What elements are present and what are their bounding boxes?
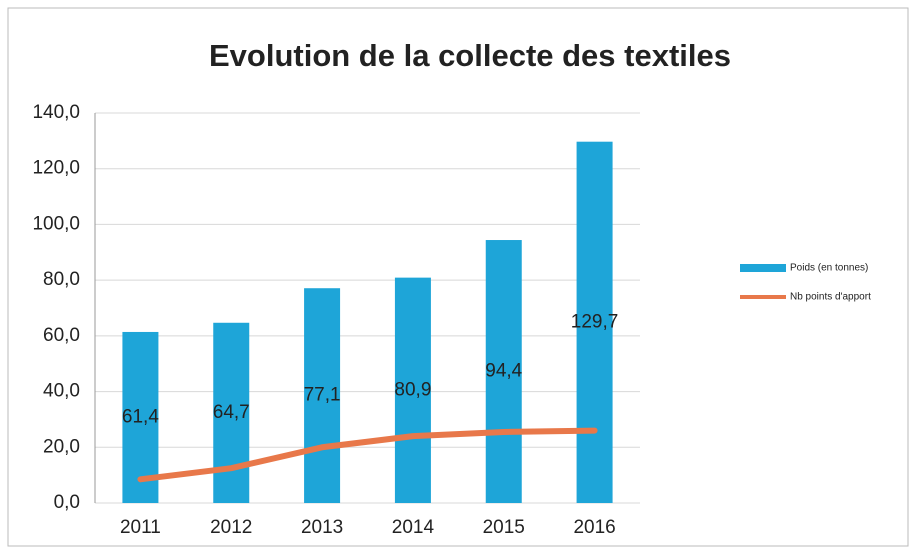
- y-tick-label: 40,0: [43, 381, 80, 402]
- bar: [304, 288, 341, 503]
- x-tick-label: 2014: [392, 517, 435, 538]
- x-tick-label: 2015: [483, 517, 525, 538]
- legend-label: Nb points d'apport: [790, 292, 871, 303]
- y-tick-label: 120,0: [32, 158, 80, 179]
- data-label: 61,4: [122, 406, 159, 427]
- y-tick-label: 20,0: [43, 436, 80, 457]
- bar: [485, 240, 522, 503]
- data-label: 77,1: [304, 385, 341, 406]
- x-tick-label: 2016: [573, 517, 615, 538]
- legend-swatch: [740, 264, 786, 272]
- data-label: 64,7: [213, 402, 250, 423]
- bar: [122, 331, 159, 503]
- data-label: 80,9: [394, 379, 431, 400]
- data-label: 129,7: [571, 311, 619, 332]
- y-tick-label: 80,0: [43, 269, 80, 290]
- bar: [213, 322, 250, 503]
- bar: [394, 277, 431, 503]
- x-tick-label: 2012: [210, 517, 252, 538]
- line: [137, 427, 598, 483]
- y-tick-label: 100,0: [32, 213, 80, 234]
- y-tick-label: 0,0: [54, 492, 80, 513]
- legend-label: Poids (en tonnes): [790, 263, 868, 274]
- x-tick-label: 2013: [301, 517, 343, 538]
- chart-title: Evolution de la collecte des textiles: [209, 38, 731, 73]
- x-tick-label: 2011: [120, 517, 161, 538]
- bar: [576, 141, 613, 503]
- y-tick-label: 60,0: [43, 325, 80, 346]
- y-tick-label: 140,0: [32, 102, 80, 123]
- data-label: 94,4: [485, 361, 522, 382]
